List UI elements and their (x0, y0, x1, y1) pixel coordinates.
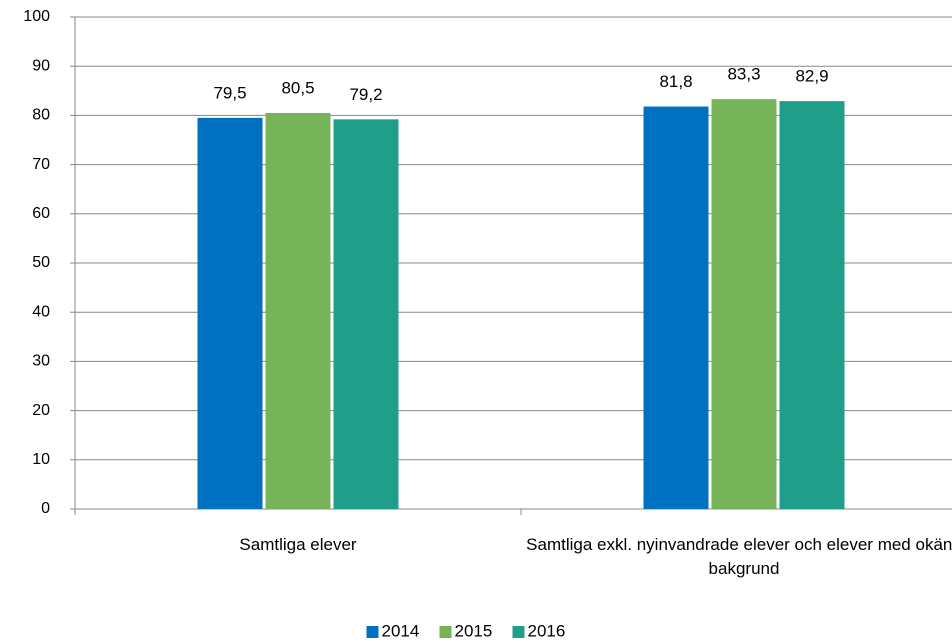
y-tick-label: 80 (32, 107, 50, 124)
data-label: 80,5 (281, 78, 314, 97)
bar (197, 117, 263, 510)
data-label: 83,3 (727, 65, 760, 84)
legend-swatch (366, 626, 379, 638)
y-tick-label: 20 (32, 402, 50, 419)
y-tick-label: 40 (32, 303, 50, 320)
y-tick-label: 70 (32, 156, 50, 173)
data-label: 81,8 (659, 72, 692, 91)
y-tick-label: 50 (32, 254, 50, 271)
y-tick-label: 60 (32, 205, 50, 222)
y-tick-label: 100 (23, 8, 50, 25)
legend-label: 2014 (382, 621, 420, 640)
legend-swatch (439, 626, 452, 638)
y-tick-label: 90 (32, 57, 50, 74)
legend-label: 2016 (528, 621, 566, 640)
y-tick-label: 30 (32, 353, 50, 370)
data-label: 79,5 (213, 83, 246, 102)
legend-label: 2015 (455, 621, 493, 640)
x-tick-label: Samtliga elever (239, 535, 357, 554)
x-tick-label: Samtliga exkl. nyinvandrade elever och e… (526, 535, 952, 578)
legend-swatch (512, 626, 525, 638)
bar (333, 119, 399, 509)
bar (711, 99, 777, 509)
bar (643, 106, 709, 509)
bar (779, 101, 845, 510)
bar (265, 112, 331, 509)
data-label: 82,9 (795, 67, 828, 86)
y-tick-label: 10 (32, 451, 50, 468)
data-label: 79,2 (349, 85, 382, 104)
y-tick-label: 0 (41, 500, 50, 517)
